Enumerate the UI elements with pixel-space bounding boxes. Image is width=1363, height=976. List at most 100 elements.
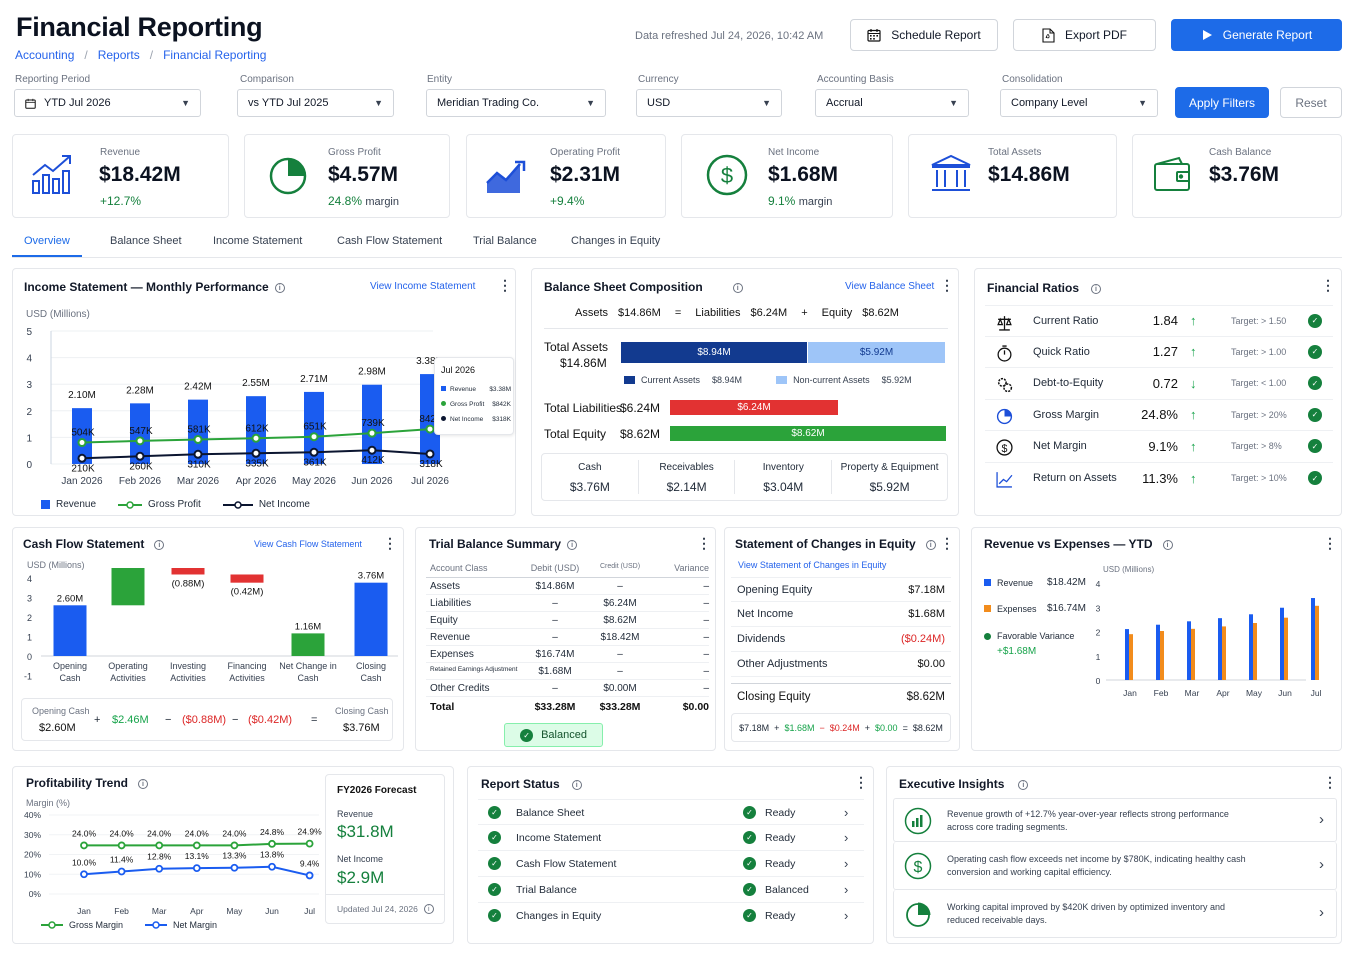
revenue-bar [188,399,208,464]
breadcrumb-accounting[interactable]: Accounting [15,48,75,62]
info-icon[interactable]: i [154,540,165,550]
currency-select[interactable]: USD ▼ [636,89,782,117]
gross-profit-label: 581K [187,424,211,435]
kpi-cash-balance: Cash Balance $3.76M [1132,134,1342,218]
more-menu-icon[interactable]: ⋮ [383,535,397,551]
more-menu-icon[interactable]: ⋮ [1323,774,1337,790]
eq-liabilities-value: $6.24M [750,307,788,319]
favorable-variance-value: +$1.68M [997,646,1037,657]
more-menu-icon[interactable]: ⋮ [854,774,868,790]
export-pdf-button[interactable]: Export PDF [1013,19,1156,51]
report-status-row[interactable]: ✓ Income Statement ✓ Ready › [478,825,864,851]
eq-liabilities-label: Liabilities [695,307,741,319]
apply-filters-button[interactable]: Apply Filters [1175,87,1269,118]
info-icon[interactable]: i [732,283,743,293]
table-row: Assets $14.86M – – [426,578,709,595]
info-icon[interactable]: i [571,780,582,790]
opening-cash-value: $2.60M [39,722,76,734]
report-status-row[interactable]: ✓ Balance Sheet ✓ Ready › [478,799,864,825]
more-menu-icon[interactable]: ⋮ [697,535,711,551]
report-status-row[interactable]: ✓ Changes in Equity ✓ Ready › [478,903,864,929]
check-icon: ✓ [488,909,501,922]
report-status-row[interactable]: ✓ Trial Balance ✓ Balanced › [478,877,864,903]
x-tick-label: Closing [356,661,386,671]
bar-value-label: 3.76M [358,571,384,582]
basis-select[interactable]: Accrual ▼ [815,89,969,117]
insight-item[interactable]: Working capital improved by $420K driven… [893,890,1337,938]
table-cell: – [552,615,558,626]
breadcrumb-financial-reporting[interactable]: Financial Reporting [163,48,267,62]
revenue-label: 2.28M [126,385,154,396]
check-icon: ✓ [1308,471,1322,486]
entity-select[interactable]: Meridian Trading Co. ▼ [426,89,606,117]
x-tick-label: Jul [1311,688,1322,698]
view-balance-sheet-link[interactable]: View Balance Sheet [845,281,935,292]
tab-trial-balance[interactable]: Trial Balance [473,235,537,247]
info-icon[interactable]: i [925,540,936,550]
insight-item[interactable]: Revenue growth of +12.7% year-over-year … [893,798,1337,842]
table-cell: $33.28M [599,701,641,713]
info-icon[interactable]: i [1162,540,1173,550]
more-menu-icon[interactable]: ⋮ [1323,535,1337,551]
y-tick-label: 1 [1096,652,1101,662]
ratio-row[interactable]: $ Net Margin 9.1% ↑ Target: > 8% ✓ [985,431,1333,463]
view-cash-flow-link[interactable]: View Cash Flow Statement [254,539,362,549]
report-status-row[interactable]: ✓ Cash Flow Statement ✓ Ready › [478,851,864,877]
report-name: Changes in Equity [516,910,602,922]
more-menu-icon[interactable]: ⋮ [940,277,954,293]
kpi-label: Revenue [100,147,141,158]
breadcrumb-reports[interactable]: Reports [97,48,140,62]
kpi-value: $4.57M [328,163,399,186]
info-icon[interactable]: i [274,283,285,293]
info-icon[interactable]: i [1091,284,1102,294]
legend-label: Net Margin [173,920,218,930]
period-select[interactable]: YTD Jul 2026 ▼ [14,89,201,117]
more-menu-icon[interactable]: ⋮ [940,535,954,551]
schedule-report-button[interactable]: Schedule Report [850,19,998,51]
tab-income-statement[interactable]: Income Statement [213,235,303,247]
formula-op: − [819,722,825,733]
insight-item[interactable]: $ Operating cash flow exceeds net income … [893,842,1337,890]
ratio-row[interactable]: Quick Ratio 1.27 ↑ Target: > 1.00 ✓ [985,337,1333,368]
ratio-row[interactable]: Gross Margin 24.8% ↑ Target: > 20% ✓ [985,400,1333,431]
reset-button[interactable]: Reset [1280,87,1342,118]
consolidation-select[interactable]: Company Level ▼ [1000,89,1158,117]
tab-overview[interactable]: Overview [12,235,82,257]
more-menu-icon[interactable]: ⋮ [1321,277,1335,293]
ratio-row[interactable]: Current Ratio 1.84 ↑ Target: > 1.50 ✓ [985,305,1333,337]
entity-value: Meridian Trading Co. [437,97,540,109]
point-label: 24.9% [298,827,323,837]
ratio-value: 1.27 [1152,344,1178,360]
gross-margin-point [305,839,314,848]
ratio-row[interactable]: Return on Assets 11.3% ↑ Target: > 10% ✓ [985,463,1333,495]
ratio-target: Target: > 8% [1231,441,1282,452]
tooltip-rows: Revenue $3.38M Gross Profit $842K Net Inco… [441,386,511,423]
insight-text: Revenue growth of +12.7% year-over-year … [947,809,1229,832]
info-icon[interactable]: i [423,904,434,914]
point-label: 9.4% [300,858,320,868]
table-cell: $14.86M [535,581,575,592]
tab-balance-sheet[interactable]: Balance Sheet [110,235,182,247]
check-icon: ✓ [488,806,501,819]
view-equity-link[interactable]: View Statement of Changes in Equity [738,560,887,570]
tab-changes-in-equity[interactable]: Changes in Equity [571,235,661,247]
table-cell: $0.00 [682,701,709,713]
check-icon: ✓ [1308,407,1322,422]
revenue-bar [1156,624,1160,680]
info-icon[interactable]: i [1018,780,1029,790]
kpi-margin-label: margin [798,196,833,208]
ratio-row[interactable]: Debt-to-Equity 0.72 ↓ Target: < 1.00 ✓ [985,368,1333,400]
tab-cash-flow-statement[interactable]: Cash Flow Statement [337,235,443,247]
generate-report-button[interactable]: Generate Report [1171,19,1342,51]
expense-bar [1284,617,1288,680]
net-income-label: 318K [419,459,443,470]
more-menu-icon[interactable]: ⋮ [498,277,512,293]
check-icon: ✓ [520,728,534,742]
comparison-select[interactable]: vs YTD Jul 2025 ▼ [237,89,394,117]
executive-insights-panel: Executive Insights i ⋮ Revenue growth of … [886,766,1342,944]
y-tick-label: 3 [26,380,32,391]
info-icon[interactable]: i [138,779,149,789]
bar-value-label: (0.42M) [231,587,264,598]
info-icon[interactable]: i [567,540,578,550]
view-income-statement-link[interactable]: View Income Statement [370,281,476,292]
